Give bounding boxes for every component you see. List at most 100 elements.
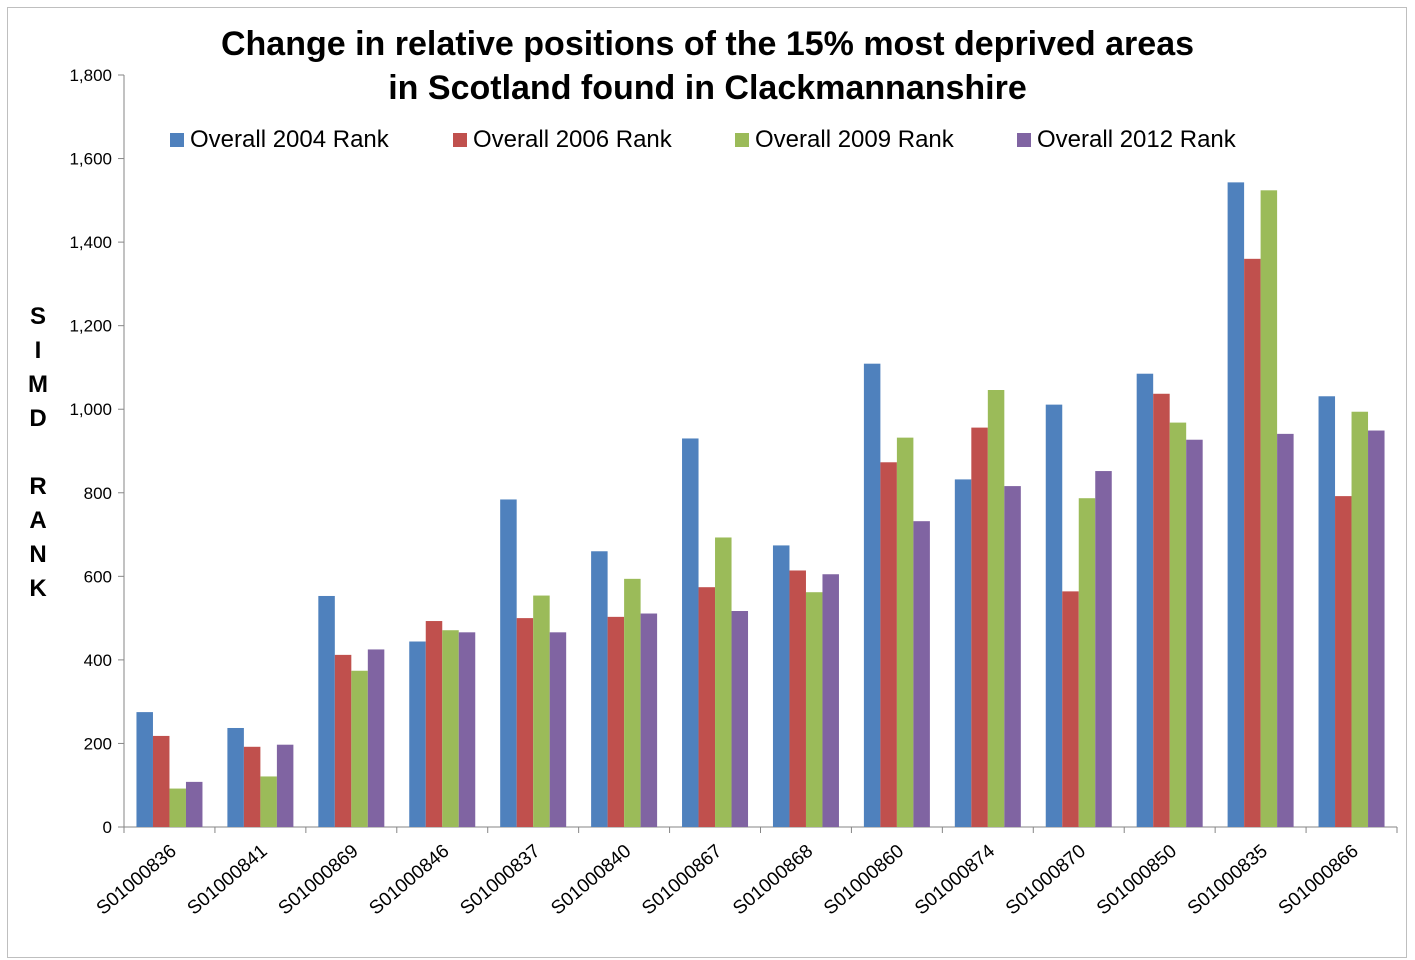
bar-S01000874-overall-2004-rank — [954, 479, 972, 827]
x-tick-label: S01000868 — [729, 841, 817, 920]
bar-S01000846-overall-2012-rank — [458, 632, 476, 827]
bar-S01000850-overall-2004-rank — [1136, 373, 1154, 827]
legend-swatch-2004 — [170, 133, 184, 147]
bar-S01000867-overall-2004-rank — [682, 438, 699, 827]
x-tick-label: S01000869 — [275, 841, 363, 920]
x-tick-label: S01000850 — [1093, 841, 1181, 920]
chart-title-line-2: in Scotland found in Clackmannanshire — [388, 69, 1027, 107]
bar-S01000860-overall-2004-rank — [863, 363, 881, 827]
bar-S01000874-overall-2012-rank — [1004, 486, 1021, 827]
y-tick-label: 200 — [84, 734, 112, 753]
y-tick-label: 600 — [84, 567, 112, 586]
bar-S01000866-overall-2006-rank — [1335, 496, 1352, 827]
y-axis-label-letter: A — [29, 507, 47, 534]
bar-S01000840-overall-2009-rank — [624, 578, 641, 827]
bar-S01000837-overall-2012-rank — [549, 632, 567, 827]
bar-S01000841-overall-2006-rank — [243, 746, 261, 827]
bar-S01000837-overall-2004-rank — [500, 499, 517, 827]
chart-title: Change in relative positions of the 15% … — [80, 22, 1335, 110]
y-tick-label: 1,400 — [69, 233, 112, 252]
legend-swatch-2006 — [453, 133, 467, 147]
bar-S01000860-overall-2006-rank — [880, 462, 897, 827]
bar-S01000850-overall-2012-rank — [1186, 439, 1203, 827]
bar-S01000874-overall-2006-rank — [971, 427, 988, 827]
x-tick-label: S01000836 — [93, 841, 181, 920]
bar-S01000869-overall-2012-rank — [367, 649, 385, 827]
x-tick-label: S01000874 — [911, 840, 999, 919]
y-axis-label-letter: I — [34, 337, 42, 364]
x-tick-label: S01000841 — [184, 841, 272, 920]
legend-item-2006: Overall 2006 Rank — [453, 126, 672, 154]
legend-item-2012: Overall 2012 Rank — [1017, 126, 1236, 154]
bar-S01000869-overall-2009-rank — [351, 670, 368, 827]
bar-S01000874-overall-2009-rank — [987, 390, 1005, 827]
bar-S01000835-overall-2012-rank — [1277, 433, 1294, 827]
x-tick-label: S01000867 — [638, 841, 726, 920]
bar-S01000840-overall-2012-rank — [640, 613, 658, 827]
bar-S01000836-overall-2012-rank — [185, 781, 203, 827]
legend-label-2004: Overall 2004 Rank — [190, 126, 389, 153]
bar-S01000846-overall-2009-rank — [442, 630, 459, 827]
bar-S01000869-overall-2006-rank — [334, 654, 352, 827]
x-tick-label: S01000846 — [365, 841, 453, 920]
legend-swatch-2009 — [735, 133, 749, 147]
bar-S01000868-overall-2009-rank — [805, 592, 823, 827]
bar-S01000836-overall-2009-rank — [169, 788, 186, 827]
bar-S01000860-overall-2009-rank — [896, 437, 914, 827]
y-tick-label: 1,800 — [69, 66, 112, 85]
y-tick-label: 400 — [84, 651, 112, 670]
legend: Overall 2004 Rank Overall 2006 Rank Over… — [170, 126, 1270, 160]
y-axis-label-letter: K — [29, 575, 47, 602]
x-tick-label: S01000840 — [547, 841, 635, 920]
bar-S01000837-overall-2006-rank — [516, 618, 534, 827]
bar-S01000837-overall-2009-rank — [533, 595, 550, 827]
bar-S01000835-overall-2009-rank — [1260, 190, 1278, 828]
bar-S01000868-overall-2006-rank — [789, 570, 806, 827]
y-axis-label-letter: D — [29, 405, 47, 432]
bar-S01000866-overall-2009-rank — [1351, 411, 1369, 827]
bar-S01000846-overall-2004-rank — [409, 641, 426, 827]
x-tick-label: S01000860 — [820, 841, 908, 920]
y-tick-label: 1,000 — [69, 400, 112, 419]
bar-S01000866-overall-2012-rank — [1368, 430, 1385, 827]
legend-label-2006: Overall 2006 Rank — [473, 126, 672, 153]
y-tick-label: 0 — [103, 818, 112, 837]
y-axis-label-letter: M — [28, 371, 48, 398]
y-tick-label: 1,200 — [69, 317, 112, 336]
legend-label-2009: Overall 2009 Rank — [755, 126, 954, 153]
bar-S01000850-overall-2006-rank — [1153, 393, 1170, 827]
bar-S01000870-overall-2012-rank — [1095, 471, 1112, 827]
x-tick-label: S01000870 — [1002, 841, 1090, 920]
bar-S01000870-overall-2009-rank — [1078, 498, 1096, 827]
bar-S01000836-overall-2006-rank — [152, 735, 170, 827]
y-axis-label-letter: S — [29, 303, 46, 330]
bar-S01000835-overall-2004-rank — [1227, 182, 1245, 827]
bar-S01000841-overall-2012-rank — [276, 744, 294, 827]
chart-title-line-1: Change in relative positions of the 15% … — [220, 25, 1195, 63]
bar-S01000840-overall-2006-rank — [607, 616, 625, 827]
bar-S01000860-overall-2012-rank — [913, 521, 930, 827]
bar-S01000869-overall-2004-rank — [318, 595, 335, 827]
bar-S01000850-overall-2009-rank — [1169, 422, 1187, 827]
bar-S01000868-overall-2004-rank — [772, 545, 790, 827]
bar-S01000870-overall-2004-rank — [1045, 404, 1063, 827]
y-tick-label: 800 — [84, 484, 112, 503]
legend-item-2009: Overall 2009 Rank — [735, 126, 954, 154]
y-axis-label-letter: R — [29, 473, 47, 500]
y-axis-label-letter: N — [29, 541, 47, 568]
legend-swatch-2012 — [1017, 133, 1031, 147]
bar-S01000836-overall-2004-rank — [136, 712, 153, 827]
bar-S01000867-overall-2012-rank — [731, 611, 749, 827]
bar-S01000841-overall-2009-rank — [260, 776, 277, 827]
bar-S01000867-overall-2009-rank — [715, 537, 732, 827]
bar-S01000835-overall-2006-rank — [1244, 258, 1261, 827]
x-tick-label: S01000866 — [1275, 841, 1363, 920]
x-tick-label: S01000837 — [456, 841, 544, 920]
legend-label-2012: Overall 2012 Rank — [1037, 126, 1236, 153]
legend-item-2004: Overall 2004 Rank — [170, 126, 389, 154]
bar-S01000866-overall-2004-rank — [1318, 396, 1336, 827]
bar-S01000841-overall-2004-rank — [227, 727, 244, 827]
bar-S01000867-overall-2006-rank — [698, 587, 716, 827]
